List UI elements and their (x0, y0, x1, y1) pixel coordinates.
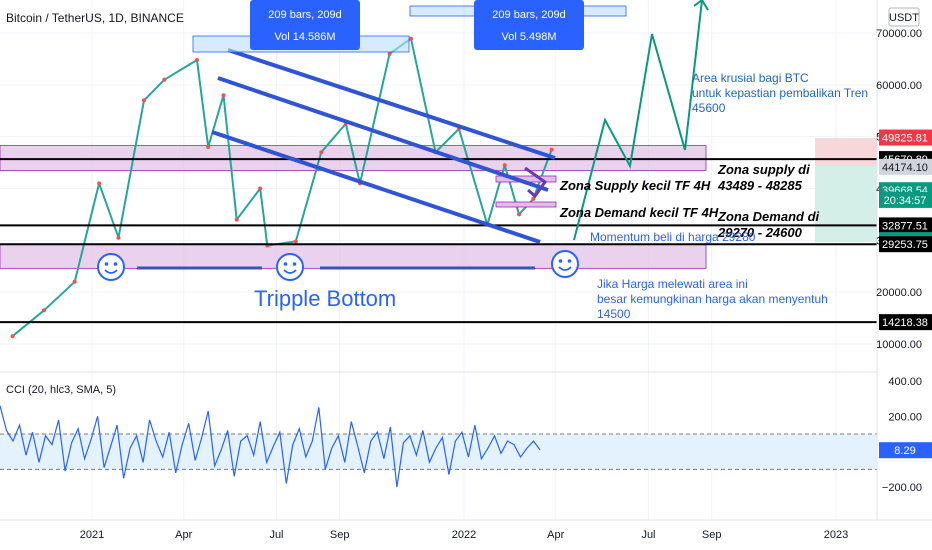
price-point (293, 239, 298, 244)
smiley-icon (276, 253, 304, 281)
time-tick-label: Apr (175, 529, 192, 541)
short-position-box (815, 138, 877, 166)
price-tag (879, 191, 932, 208)
cci-line (0, 405, 541, 488)
price-tag-label: 29253.75 (882, 239, 928, 251)
price-point (409, 36, 414, 41)
time-tick-label: Jul (641, 529, 655, 541)
price-tag-label: 14218.38 (882, 317, 928, 329)
price-point (221, 93, 226, 98)
bars-box-1-line1: 209 bars, 209d (268, 9, 341, 21)
price-point (116, 235, 121, 240)
area-krusial-line3: 45600 (692, 101, 726, 115)
price-tag-label: 20:34:57 (884, 195, 927, 207)
bars-box-2-line2: Vol 5.498M (501, 31, 556, 43)
price-tag (879, 158, 932, 175)
currency-label: USDT (889, 12, 919, 24)
price-tick-label: 10000.00 (876, 339, 922, 351)
currency-button[interactable] (888, 7, 920, 27)
price-point (502, 163, 507, 168)
smiley-icon (97, 253, 125, 281)
jika-harga-line3: 14500 (597, 307, 631, 321)
bars-box-1[interactable] (250, 0, 360, 50)
tripple-bottom-label: Tripple Bottom (254, 286, 396, 311)
time-axis-ticks: 2021 Apr Jul Sep 2022 Apr Jul Sep 2023 (80, 529, 848, 541)
jika-harga-line1: Jika Harga melewati area ini (597, 277, 748, 291)
momentum-label: Momentum beli di harga 29280 (590, 230, 756, 244)
indicator-title: CCI (20, hlc3, SMA, 5) (6, 384, 116, 396)
price-tick-label: 70000.00 (876, 28, 922, 40)
price-point (162, 77, 167, 82)
price-tag (879, 236, 932, 253)
time-tick-label: Jul (269, 529, 283, 541)
channel-line-middle[interactable] (217, 76, 549, 192)
price-tag (879, 129, 932, 146)
area-krusial-line1: Area krusial bagi BTC (692, 71, 809, 85)
price-point (234, 217, 239, 222)
time-tick-label: 2021 (80, 529, 104, 541)
indicator-tick-label: −200.00 (882, 482, 922, 494)
zona-demand-line2: 29270 - 24600 (717, 225, 803, 240)
bars-box-2-line1: 209 bars, 209d (492, 9, 565, 21)
zona-supply-kecil-label: Zona Supply kecil TF 4H (559, 178, 711, 193)
small-arrow-icon (524, 166, 548, 199)
time-tick-label: 2022 (452, 529, 476, 541)
channel-line-lower[interactable] (211, 130, 541, 244)
jika-harga-line2: besar kemungkinan harga akan menyentuh (597, 292, 828, 306)
time-tick-label: Sep (702, 529, 722, 541)
channel-line-upper[interactable] (227, 48, 556, 160)
price-tags: 49825.8145670.8944174.1039668.5420:34:57… (879, 129, 932, 331)
price-point (10, 334, 15, 339)
price-tick-label: 60000.00 (876, 80, 922, 92)
horizontal-levels (0, 158, 877, 324)
cci-band-fill (0, 434, 877, 470)
long-position-box (815, 166, 877, 242)
projection-path[interactable] (573, 0, 703, 241)
price-point (72, 279, 77, 284)
area-krusial-line2: untuk kepastian pembalikan Tren (692, 86, 868, 100)
projection-arrow-icon (693, 0, 709, 11)
time-tick-label: Apr (547, 529, 564, 541)
price-tag-label: 49825.81 (882, 133, 928, 145)
indicator-tick-label: 400.00 (888, 376, 922, 388)
price-point (141, 98, 146, 103)
zona-supply-line1: Zona supply di (717, 162, 810, 177)
price-tag (879, 314, 932, 331)
indicator-tick-label: 200.00 (888, 411, 922, 423)
price-point (194, 57, 199, 62)
price-point (387, 51, 392, 56)
price-point (549, 147, 554, 152)
indicator-axis-ticks: 400.00 200.00 −200.00 8.29 (879, 376, 932, 494)
price-tick-label: 20000.00 (876, 287, 922, 299)
price-tag-label: 44174.10 (882, 162, 928, 174)
price-point (531, 196, 536, 201)
price-point (319, 150, 324, 155)
price-tag-label: 32877.51 (882, 220, 928, 232)
small-demand-box (495, 201, 557, 208)
cci-value-label: 8.29 (894, 445, 915, 457)
price-point (517, 212, 522, 217)
cci-polyline (0, 405, 541, 488)
cci-band (0, 433, 877, 470)
time-tick-label: 2023 (824, 529, 848, 541)
price-point (97, 181, 102, 186)
time-tick-label: Sep (330, 529, 350, 541)
zona-demand-kecil-label: Zona Demand kecil TF 4H (559, 205, 719, 220)
price-tag (879, 217, 932, 234)
bars-box-2[interactable] (474, 0, 584, 50)
cci-value-tag (879, 442, 932, 459)
price-point (42, 308, 47, 313)
bars-box-1-line2: Vol 14.586M (274, 31, 335, 43)
price-point (206, 145, 211, 150)
zona-demand-line1: Zona Demand di (717, 209, 820, 224)
symbol-title: Bitcoin / TetherUS, 1D, BINANCE (6, 11, 184, 25)
zona-supply-line2: 43489 - 48285 (717, 178, 803, 193)
price-point (258, 186, 263, 191)
smiley-icon (551, 250, 579, 278)
